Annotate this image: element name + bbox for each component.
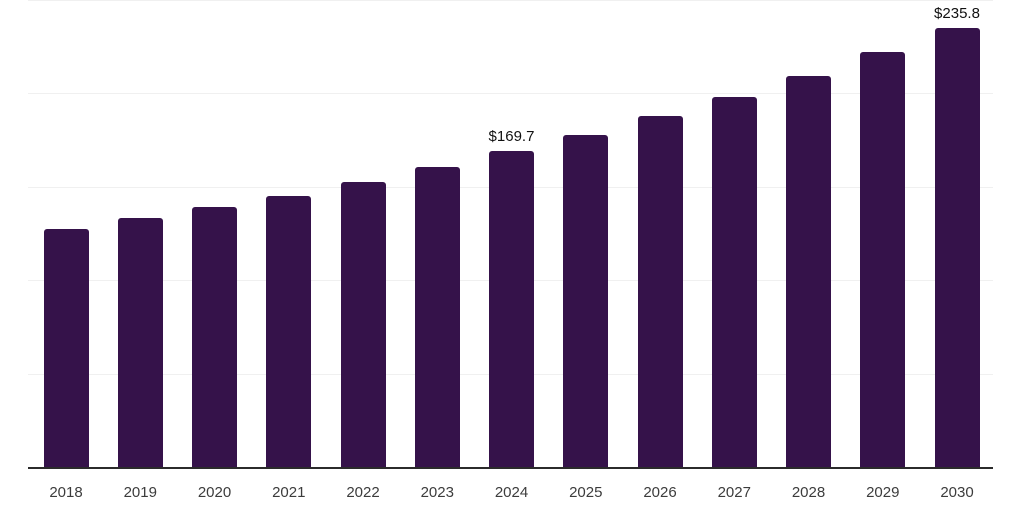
- plot-area: $169.7 $235.8: [28, 0, 993, 468]
- data-label-2024: $169.7: [488, 128, 535, 145]
- x-tick-2027: 2027: [717, 484, 751, 501]
- x-tick-2023: 2023: [420, 484, 454, 501]
- bar-2022: [340, 181, 386, 468]
- bar-2023: [414, 166, 460, 468]
- gridline-250: [28, 0, 993, 1]
- x-tick-2025: 2025: [569, 484, 603, 501]
- bar-2021: [266, 195, 312, 468]
- x-tick-2029: 2029: [866, 484, 900, 501]
- bar-2026: [637, 116, 683, 468]
- bar-2028: [786, 75, 831, 468]
- bar-2027: [711, 96, 757, 468]
- bar-2019: [117, 217, 163, 468]
- bar-2029: [860, 51, 906, 468]
- x-tick-2024: 2024: [494, 484, 529, 501]
- bar-2018: [43, 228, 89, 468]
- x-tick-2019: 2019: [123, 484, 157, 501]
- bar-2025: [563, 135, 609, 468]
- x-tick-2028: 2028: [791, 484, 826, 501]
- x-axis-line: [28, 467, 993, 469]
- x-tick-2021: 2021: [272, 484, 306, 501]
- x-tick-2030: 2030: [940, 484, 974, 501]
- data-label-2030: $235.8: [934, 4, 980, 22]
- bar-2030: [934, 27, 980, 468]
- x-tick-2020: 2020: [197, 484, 232, 501]
- bar-2020: [192, 206, 237, 468]
- x-tick-2026: 2026: [643, 484, 677, 501]
- x-tick-2022: 2022: [346, 484, 380, 501]
- x-tick-2018: 2018: [49, 484, 83, 501]
- gridline-200: [28, 93, 993, 95]
- bar-2024: [489, 151, 534, 468]
